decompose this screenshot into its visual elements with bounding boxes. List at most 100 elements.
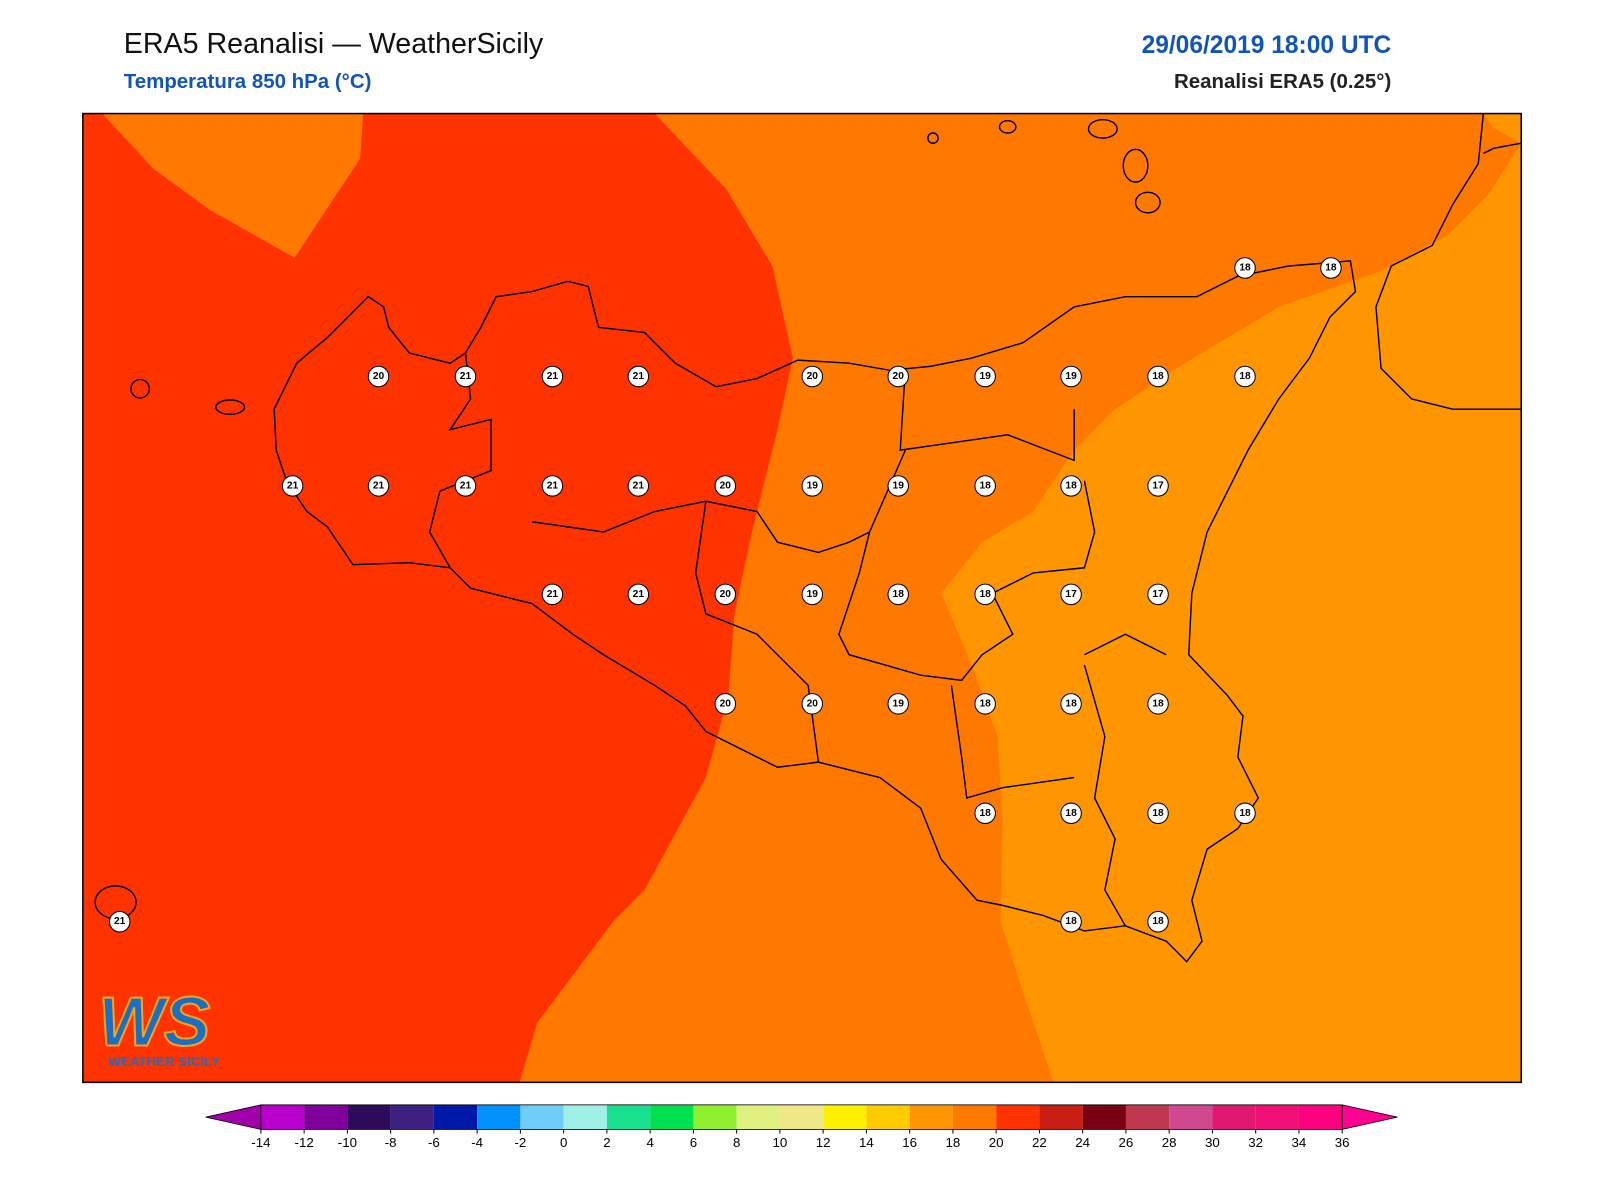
colorbar-tick-label: 36 [1335,1135,1350,1150]
station-marker [1147,802,1169,825]
station-marker [887,475,909,497]
station-value: 18 [979,589,991,600]
colorbar-tick-label: -10 [338,1135,357,1150]
colorbar-box [390,1104,434,1130]
colorbar-frame [260,1104,1343,1130]
station-value: 18 [1239,371,1251,382]
colorbar-tick-label: -8 [385,1135,397,1150]
band-16-18 [941,143,1522,1083]
station-marker [1060,910,1082,933]
colorbar-tick-label: 8 [733,1135,740,1150]
station-marker [1060,475,1082,497]
station-marker [108,910,131,933]
station-value: 21 [547,589,559,600]
stations: 18 18 20 21 21 21 20 20 19 19 18 18 21 21 21 21 21 20 19 19… [108,257,1342,933]
colorbar-tick-label: 34 [1292,1135,1307,1150]
colorbar: -14 -12 -10 -8 -6 -4 -2 0 2 4 6 8 10 12 14 16 18 20 22 24 26… [205,1104,1398,1150]
station-value: 21 [460,371,472,382]
colorbar-box [477,1104,521,1130]
station-marker [974,802,996,825]
station-value: 21 [547,480,559,491]
colorbar-box [347,1104,391,1130]
colorbar-box [1082,1104,1126,1130]
station-value: 18 [1152,916,1164,927]
station-marker [887,583,909,606]
colorbar-box [996,1104,1040,1130]
colorbar-box [1255,1104,1299,1130]
station-value: 20 [720,480,732,491]
station-value: 18 [979,698,991,709]
station-value: 19 [807,589,819,600]
colorbar-tick-label: 6 [690,1135,697,1150]
station-value: 17 [1152,480,1164,491]
colorbar-box [563,1104,607,1130]
station-marker [1060,583,1082,606]
station-marker [714,475,737,497]
station-value: 20 [373,371,385,382]
colorbar-tick-label: -12 [295,1135,314,1150]
station-marker [627,365,650,388]
colorbar-box [433,1104,478,1130]
source: Reanalisi ERA5 (0.25°) [1174,70,1391,93]
station-marker [1234,365,1256,388]
logo-text: WEATHER SICILY [108,1054,220,1069]
colorbar-box [606,1104,651,1130]
station-value: 18 [1065,916,1077,927]
station-value: 20 [807,698,819,709]
station-value: 21 [373,480,385,491]
colorbar-tick-label: -4 [471,1135,483,1150]
station-marker [454,475,477,497]
station-value: 18 [1239,263,1251,274]
station-marker [281,475,304,497]
station-marker [1147,693,1169,715]
colorbar-tick-label: 28 [1162,1135,1177,1150]
colorbar-box [304,1104,348,1130]
colorbar-tick-label: 0 [560,1135,567,1150]
station-marker [887,365,909,388]
colorbar-box [650,1104,694,1130]
station-value: 21 [460,480,472,491]
colorbar-tick-label: 12 [816,1135,831,1150]
station-value: 21 [633,371,645,382]
colorbar-box [260,1104,305,1130]
colorbar-tick-label: 26 [1119,1135,1134,1150]
station-value: 18 [1152,808,1164,819]
datetime: 29/06/2019 18:00 UTC [1142,32,1392,59]
station-marker [974,583,996,606]
station-value: 19 [893,698,905,709]
colorbar-box [952,1104,997,1130]
station-value: 19 [893,480,905,491]
station-value: 18 [1325,263,1337,274]
station-value: 18 [979,480,991,491]
band-20-22 [82,113,793,1083]
colorbar-tick-label: 24 [1075,1135,1090,1150]
station-value: 19 [1065,371,1077,382]
colorbar-box [520,1104,564,1130]
station-value: 21 [287,480,299,491]
station-marker [1060,365,1082,388]
station-value: 17 [1152,589,1164,600]
colorbar-tick-label: 16 [902,1135,917,1150]
station-marker [627,583,650,606]
map-frame [82,112,1522,1084]
colorbar-box [693,1104,737,1130]
colorbar-box [1169,1104,1213,1130]
station-value: 20 [893,371,905,382]
station-marker [801,365,824,388]
colorbar-box [1039,1104,1083,1130]
station-value: 20 [807,371,819,382]
station-marker [714,693,737,715]
colorbar-tick-label: 18 [946,1135,961,1150]
station-marker [541,583,564,606]
station-value: 18 [979,808,991,819]
station-marker [367,365,390,388]
station-marker [454,365,477,388]
subtitle: Temperatura 850 hPa (°C) [124,70,372,93]
station-value: 18 [1239,808,1251,819]
colorbar-tick-label: -6 [428,1135,440,1150]
map: 18 18 20 21 21 21 20 20 19 19 18 18 21 21 21 21 21 20 19 19… [82,112,1522,1084]
station-value: 21 [114,916,126,927]
station-value: 18 [893,589,905,600]
